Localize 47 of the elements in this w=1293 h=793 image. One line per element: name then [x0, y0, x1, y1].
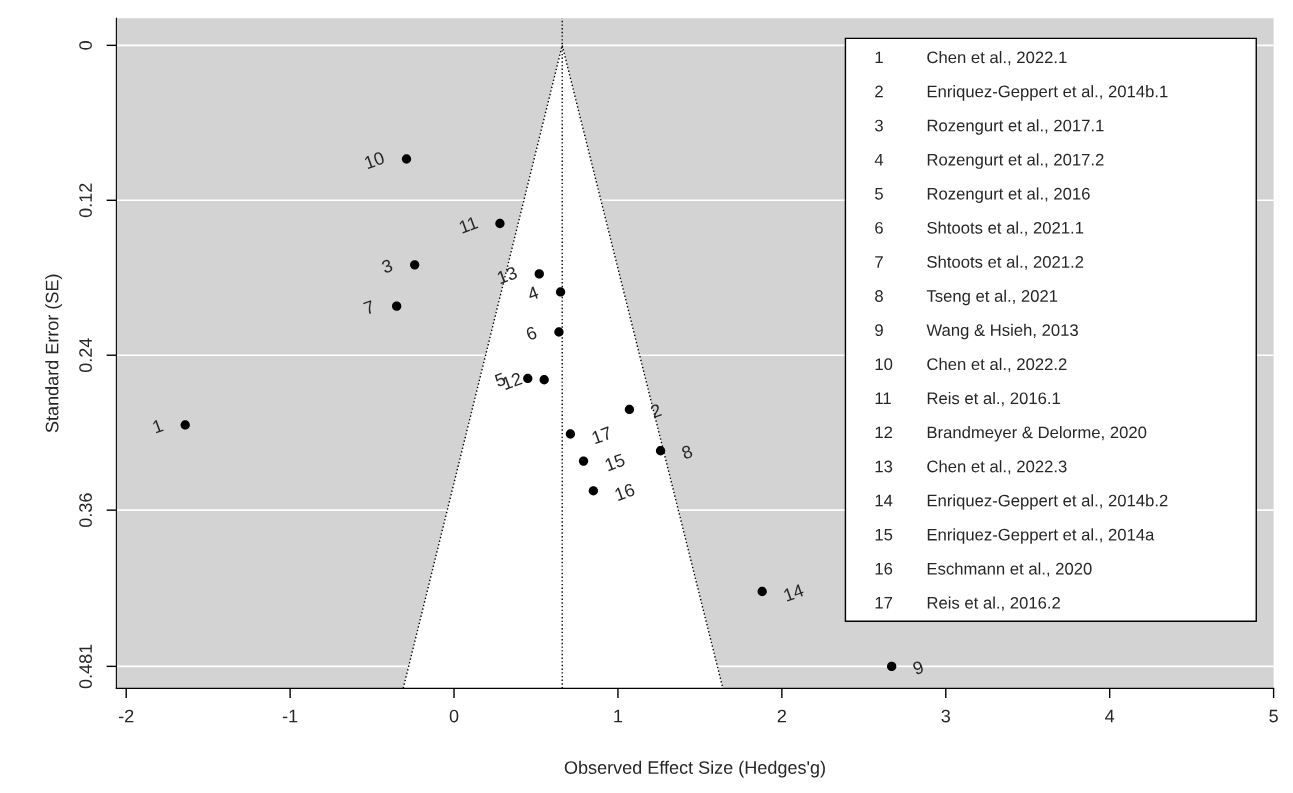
text: 1 Chen et al., 2022.1 — [875, 51, 1067, 66]
y-tick-label: 0.12 — [79, 183, 92, 218]
annotation: 14 — [783, 583, 805, 602]
text: 2 Enriquez-Geppert et al., 2014b.1 — [875, 85, 1168, 101]
x-tick-label: -2 — [118, 709, 134, 723]
annotation: 8 — [680, 444, 694, 460]
text: 10 Chen et al., 2022.2 — [875, 357, 1067, 373]
annotation: 1 — [152, 419, 164, 434]
text: 13 Chen et al., 2022.3 — [875, 460, 1067, 475]
x-tick-label: 5 — [1269, 709, 1278, 723]
text: 11 Reis et al., 2016.1 — [875, 391, 1060, 407]
y-tick-label: 0.36 — [79, 493, 92, 528]
annotation: 16 — [614, 482, 636, 502]
x-tick-label: 0 — [449, 709, 459, 723]
text: 15 Enriquez-Geppert et al., 2014a — [875, 528, 1155, 544]
annotation: 15 — [604, 453, 626, 472]
text: 6 Shtoots et al., 2021.1 — [875, 221, 1084, 236]
y-axis-title: Standard Error (SE) — [45, 274, 63, 433]
x-tick-label: -1 — [282, 709, 298, 723]
y-tick-label: 0.24 — [79, 338, 92, 373]
annotation: 7 — [363, 300, 376, 315]
annotation: 11 — [458, 216, 479, 234]
text: 4 Rozengurt et al., 2017.2 — [874, 153, 1104, 169]
text: 12 Brandmeyer & Delorme, 2020 — [875, 426, 1147, 442]
x-axis-title: Observed Effect Size (Hedges'g) — [564, 760, 825, 778]
annotation: 6 — [525, 325, 538, 341]
text: 16 Eschmann et al., 2020 — [875, 562, 1092, 577]
text: 3 Rozengurt et al., 2017.1 — [874, 119, 1104, 135]
annotation: 13 — [496, 266, 518, 285]
x-tick-label: 2 — [777, 709, 786, 723]
text: 7 Shtoots et al., 2021.2 — [875, 255, 1084, 270]
annotation: 4 — [526, 285, 540, 301]
text: 14 Enriquez-Geppert et al., 2014b.2 — [875, 494, 1168, 510]
x-tick-label: 3 — [941, 709, 950, 723]
x-tick-label: 4 — [1105, 709, 1115, 723]
annotation: 3 — [380, 258, 394, 274]
text: 17 Reis et al., 2016.2 — [875, 596, 1060, 611]
y-tick-label: 0 — [79, 41, 92, 50]
text: 9 Wang & Hsieh, 2013 — [875, 323, 1078, 340]
x-tick-label: 1 — [614, 709, 623, 723]
annotation: 10 — [363, 151, 386, 170]
text: 5 Rozengurt et al., 2016 — [875, 187, 1090, 203]
annotation: 9 — [912, 660, 925, 676]
text: 8 Tseng et al., 2021 — [875, 289, 1058, 306]
annotation: 2 — [649, 403, 662, 419]
annotation: 17 — [591, 426, 613, 445]
y-tick-label: 0.481 — [79, 644, 92, 689]
